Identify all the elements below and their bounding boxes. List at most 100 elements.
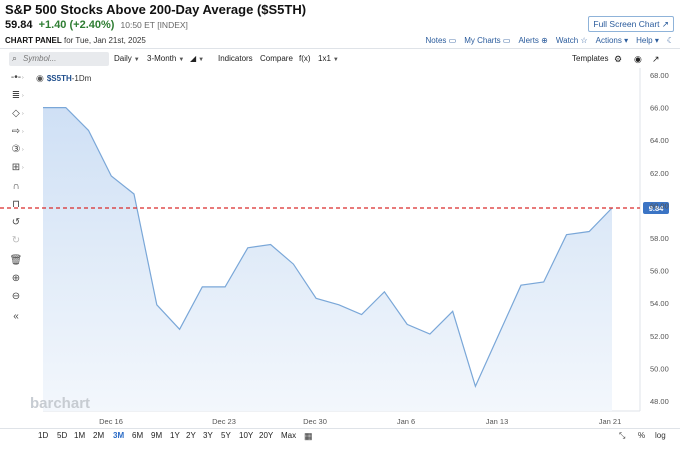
timeframe-2m[interactable]: 2M xyxy=(93,431,105,440)
timeframe-1y[interactable]: 1Y xyxy=(170,431,180,440)
interval-select[interactable]: Daily ▼ xyxy=(114,54,140,63)
x-tick-label: Dec 16 xyxy=(99,417,123,426)
chart-panel-bar: CHART PANEL for Tue, Jan 21st, 2025 Note… xyxy=(0,35,680,48)
collapse-icon[interactable]: « xyxy=(13,311,19,322)
compare-button[interactable]: Compare xyxy=(260,54,293,63)
price-change: +1.40 (+2.40%) xyxy=(38,19,115,31)
symbol-input[interactable]: ⌕ Symbol... xyxy=(9,52,109,66)
chart-toolbar: ⌕ Symbol... Daily ▼ 3-Month ▼ ◢ ▼ Indicator… xyxy=(0,50,680,68)
percent-toggle[interactable]: % xyxy=(638,431,646,440)
x-axis: Dec 16 Dec 23 Dec 30 Jan 6 Jan 13 Jan 21 xyxy=(99,417,621,426)
x-tick-label: Dec 30 xyxy=(303,417,327,426)
notes-link[interactable]: Notes ▭ xyxy=(426,36,457,45)
magnet-icon[interactable]: ∩ xyxy=(12,181,20,192)
chevron-right-icon: › xyxy=(22,165,24,171)
lines-tool-icon[interactable]: ≣ › xyxy=(11,90,24,101)
price-line xyxy=(43,107,613,389)
arrows-tool-icon[interactable]: ⇨ › xyxy=(11,126,24,137)
panel-actions: Notes ▭ My Charts ▭ Alerts ⊕ Watch ☆ Act… xyxy=(426,36,674,45)
notes-icon: ▭ xyxy=(448,36,457,45)
measure-tool-icon[interactable]: ⊞ › xyxy=(11,162,24,173)
last-price-badge xyxy=(643,201,669,214)
timeframe-3y[interactable]: 3Y xyxy=(203,431,213,440)
help-menu[interactable]: Help ▾ xyxy=(636,36,659,45)
chevron-right-icon: › xyxy=(22,147,24,153)
x-tick-label: Jan 21 xyxy=(599,417,622,426)
page-title: S&P 500 Stocks Above 200-Day Average ($S… xyxy=(5,2,307,17)
y-tick-label: 60.00 xyxy=(650,201,669,210)
x-tick-label: Dec 23 xyxy=(212,417,236,426)
chevron-down-icon: ▾ xyxy=(624,36,629,45)
layout-label: 1x1 xyxy=(318,54,331,63)
shapes-tool-icon[interactable]: ◇ › xyxy=(12,108,24,119)
zoom-in-icon[interactable]: ⊕ xyxy=(11,273,21,284)
chart-area-layer: 9.84 xyxy=(0,107,669,411)
timeframe-bar: 1D 5D 1M 2M 3M 6M 9M 1Y 2Y 3Y 5Y 10Y 20Y Max ▦ ⤡ % lo… xyxy=(0,430,680,444)
y-tick-label: 68.00 xyxy=(650,71,669,80)
actions-menu[interactable]: Actions ▾ xyxy=(596,36,628,45)
legend-symbol: $S5TH xyxy=(46,74,72,83)
timeframe-1m[interactable]: 1M xyxy=(74,431,86,440)
price-chart[interactable]: 9.84 48.00 50.00 52.00 54.00 56.00 58.00 60.00… xyxy=(0,68,680,430)
star-icon: ☆ xyxy=(580,36,588,45)
timeframe-9m[interactable]: 9M xyxy=(151,431,163,440)
redo-icon[interactable]: ↻ xyxy=(11,235,21,246)
plus-circle-icon: ⊕ xyxy=(541,36,548,45)
search-icon: ⌕ xyxy=(12,53,18,63)
interval-label: Daily xyxy=(114,54,132,63)
y-axis: 48.00 50.00 52.00 54.00 56.00 58.00 60.00 62.00… xyxy=(650,71,669,406)
y-tick-label: 58.00 xyxy=(650,234,669,243)
calendar-icon[interactable]: ▦ xyxy=(304,431,313,441)
y-tick-label: 56.00 xyxy=(650,267,669,276)
symbol-placeholder: Symbol... xyxy=(23,54,57,63)
timeframe-20y[interactable]: 20Y xyxy=(259,431,274,440)
timeframe-3m[interactable]: 3M xyxy=(113,431,125,440)
timeframe-2y[interactable]: 2Y xyxy=(186,431,196,440)
eye-icon[interactable]: ◉ xyxy=(36,73,44,83)
zoom-out-icon[interactable]: ⊖ xyxy=(11,291,21,302)
share-icon[interactable]: ↗ xyxy=(652,54,660,64)
notes-label: Notes xyxy=(425,36,447,45)
y-tick-label: 66.00 xyxy=(650,104,669,113)
quote-line: 59.84 +1.40 (+2.40%) 10:50 ET [INDEX] xyxy=(5,19,188,31)
moon-icon[interactable]: ☾ xyxy=(666,36,674,45)
timeframe-max[interactable]: Max xyxy=(281,431,297,440)
timeframe-6m[interactable]: 6M xyxy=(132,431,144,440)
y-tick-label: 62.00 xyxy=(650,169,669,178)
watch-link[interactable]: Watch ☆ xyxy=(556,36,588,45)
crosshair-tool-icon[interactable]: -•- › xyxy=(10,72,24,83)
chevron-down-icon: ▼ xyxy=(133,57,140,63)
templates-button[interactable]: Templates xyxy=(572,54,609,63)
chart-type-select[interactable]: ◢ ▼ xyxy=(190,54,204,63)
range-select[interactable]: 3-Month ▼ xyxy=(147,54,184,63)
chart-legend: ◉ $S5TH-1Dm xyxy=(36,73,91,84)
camera-icon[interactable]: ◉ xyxy=(634,54,642,64)
timeframe-10y[interactable]: 10Y xyxy=(239,431,254,440)
chart-panel-date: for Tue, Jan 21st, 2025 xyxy=(61,36,146,45)
chevron-right-icon: › xyxy=(22,93,24,99)
alerts-label: Alerts xyxy=(518,36,539,45)
timeframe-1d[interactable]: 1D xyxy=(38,431,49,440)
log-toggle[interactable]: log xyxy=(655,431,666,440)
fx-button[interactable]: f(x) xyxy=(299,54,311,63)
mycharts-link[interactable]: My Charts ▭ xyxy=(464,36,510,45)
full-screen-chart-button[interactable]: Full Screen Chart ↗ xyxy=(588,16,674,32)
folder-icon: ▭ xyxy=(502,36,511,45)
gear-icon[interactable]: ⚙ xyxy=(614,54,623,64)
layout-select[interactable]: 1x1 ▼ xyxy=(318,54,339,63)
chart-panel-label: CHART PANEL for Tue, Jan 21st, 2025 xyxy=(5,36,146,45)
chevron-down-icon: ▼ xyxy=(332,57,339,63)
scale-settings-icon[interactable]: ⤡ xyxy=(619,431,626,440)
elliott-tool-icon[interactable]: ③ › xyxy=(11,144,24,155)
lock-icon[interactable]: ⊓ xyxy=(12,199,20,210)
timeframe-5d[interactable]: 5D xyxy=(57,431,68,440)
alerts-link[interactable]: Alerts ⊕ xyxy=(518,36,547,45)
help-label: Help xyxy=(636,36,653,45)
chevron-right-icon: › xyxy=(22,111,24,117)
y-tick-label: 64.00 xyxy=(650,136,669,145)
timeframe-5y[interactable]: 5Y xyxy=(221,431,231,440)
trash-icon[interactable]: 🗑 xyxy=(9,255,23,266)
indicators-button[interactable]: Indicators xyxy=(218,54,253,63)
undo-icon[interactable]: ↺ xyxy=(11,217,21,228)
barchart-watermark: barchart xyxy=(30,395,90,412)
